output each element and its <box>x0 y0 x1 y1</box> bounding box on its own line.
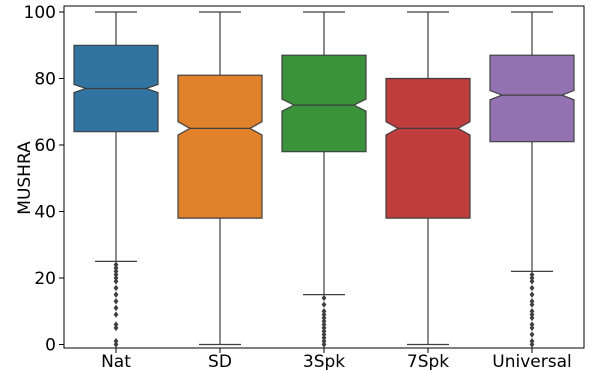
y-axis-title: MUSHRA <box>15 141 35 215</box>
outlier-point <box>113 304 119 312</box>
y-tick-label: 0 <box>45 336 56 356</box>
outlier-point <box>529 278 535 285</box>
outlier-point <box>321 334 327 342</box>
outlier-point <box>113 274 119 282</box>
outlier-point <box>113 284 119 292</box>
outlier-point <box>529 311 535 318</box>
outlier-point <box>113 311 119 318</box>
outlier-point <box>113 337 119 345</box>
box-3spk: 3Spk <box>281 11 367 370</box>
outlier-point <box>529 298 535 305</box>
box-7spk: 7Spk <box>385 11 471 370</box>
box-body <box>177 74 263 219</box>
outlier-point <box>321 324 327 332</box>
box-sd: SD <box>177 11 263 370</box>
outlier-point <box>321 294 327 302</box>
outlier-point <box>321 311 327 318</box>
outlier-point <box>113 278 119 285</box>
outlier-point <box>113 261 119 268</box>
outlier-point <box>113 268 119 275</box>
outlier-point <box>113 291 119 298</box>
outlier-point <box>321 308 327 315</box>
outlier-point <box>529 284 535 292</box>
outlier-point <box>529 301 535 308</box>
y-tick-label: 20 <box>34 269 56 289</box>
outlier-point <box>529 337 535 345</box>
box-universal: Universal <box>489 11 575 370</box>
outlier-point <box>321 318 327 325</box>
box-body <box>489 54 575 143</box>
y-tick-label: 40 <box>34 203 56 223</box>
plot-area: 0 20 40 60 80 100 Nat SD 3Spk 7Spk Universal <box>24 3 585 370</box>
outlier-point <box>529 321 535 328</box>
outlier-point <box>529 291 535 298</box>
outlier-point <box>113 271 119 278</box>
x-tick-label: SD <box>208 352 232 370</box>
x-tick-label: Nat <box>101 352 131 370</box>
outlier-point <box>113 324 119 332</box>
outlier-point <box>529 314 535 322</box>
y-tick-label: 80 <box>34 70 56 90</box>
outlier-point <box>321 328 327 335</box>
outlier-point <box>321 331 327 338</box>
x-tick-label: Universal <box>492 352 571 370</box>
outlier-point <box>529 308 535 315</box>
outlier-point <box>321 321 327 328</box>
outlier-point <box>529 274 535 282</box>
box-body <box>385 77 471 219</box>
outlier-point <box>321 341 327 348</box>
x-tick-label: 3Spk <box>303 352 345 370</box>
outlier-point <box>113 264 119 272</box>
outlier-point <box>113 341 119 348</box>
outlier-point <box>321 337 327 345</box>
y-tick-label: 60 <box>34 136 56 156</box>
outlier-point <box>529 341 535 348</box>
outlier-point <box>321 301 327 308</box>
outlier-point <box>113 298 119 305</box>
box-nat: Nat <box>73 11 159 370</box>
outlier-point <box>529 324 535 332</box>
outlier-point <box>529 331 535 338</box>
y-tick-label: 100 <box>24 3 56 23</box>
box-body <box>281 54 367 153</box>
outlier-point <box>113 321 119 328</box>
x-tick-label: 7Spk <box>407 352 449 370</box>
outlier-point <box>529 271 535 278</box>
outlier-point <box>321 314 327 322</box>
